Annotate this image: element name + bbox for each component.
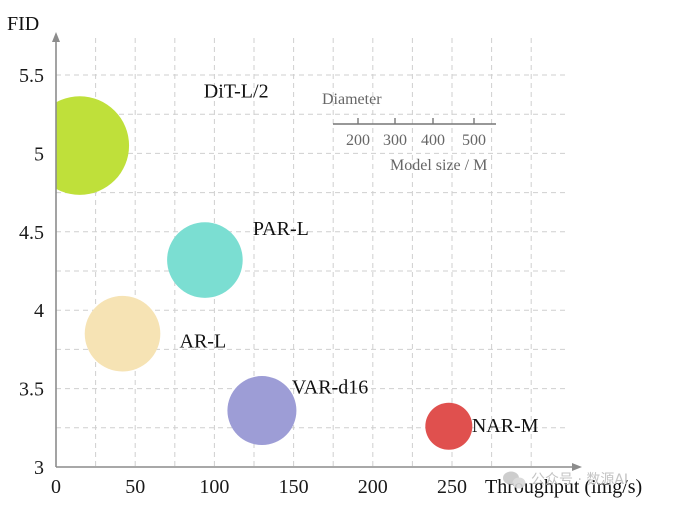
bubble-label: VAR-d16 (292, 377, 368, 399)
bubble-dit-l-2 (56, 96, 130, 195)
x-tick-label: 250 (437, 476, 467, 498)
bubble-nar-m (425, 402, 473, 450)
bubble-par-l (167, 222, 243, 298)
x-tick-label: 100 (199, 476, 229, 498)
size-legend-tick-label: 400 (421, 132, 445, 149)
bubble-var-d16 (227, 376, 297, 446)
y-tick-label: 3.5 (19, 379, 44, 401)
y-tick-label: 4.5 (19, 222, 44, 244)
size-legend: Diameter 200 300 400 500 Model size / M (322, 91, 496, 174)
y-tick-label: 4 (34, 300, 44, 322)
x-axis-arrow-icon (572, 463, 582, 471)
grid-lines (56, 38, 566, 467)
x-tick-label: 50 (125, 476, 145, 498)
tick-labels: 0 50 100 150 200 250 3 3.5 4 4.5 5 5.5 (19, 65, 467, 498)
size-legend-tick-label: 300 (383, 132, 407, 149)
y-tick-label: 5 (34, 143, 44, 165)
size-legend-tick-label: 500 (462, 132, 486, 149)
size-legend-title: Diameter (322, 91, 382, 108)
axes (52, 32, 582, 471)
bubble-label: AR-L (180, 331, 227, 353)
y-axis-arrow-icon (52, 32, 60, 42)
watermark-text: 公众号 · 数源AI (531, 472, 628, 488)
size-legend-caption: Model size / M (390, 157, 487, 174)
bubble-ar-l (84, 295, 161, 372)
y-tick-label: 5.5 (19, 65, 44, 87)
size-legend-ticks: 200 300 400 500 (346, 118, 486, 149)
bubble-labels: DiT-L/2 PAR-L AR-L VAR-d16 NAR-M (180, 81, 539, 438)
watermark: 公众号 · 数源AI (503, 471, 628, 489)
y-tick-label: 3 (34, 457, 44, 479)
x-tick-label: 0 (51, 476, 61, 498)
bubble-label: DiT-L/2 (204, 81, 269, 103)
size-legend-tick-label: 200 (346, 132, 370, 149)
bubble-label: NAR-M (472, 415, 539, 437)
y-axis-title: FID (7, 13, 39, 35)
x-tick-label: 150 (279, 476, 309, 498)
bubble-layer (56, 96, 473, 450)
wechat-icon (503, 471, 526, 489)
bubble-label: PAR-L (253, 218, 309, 240)
x-tick-label: 200 (358, 476, 388, 498)
